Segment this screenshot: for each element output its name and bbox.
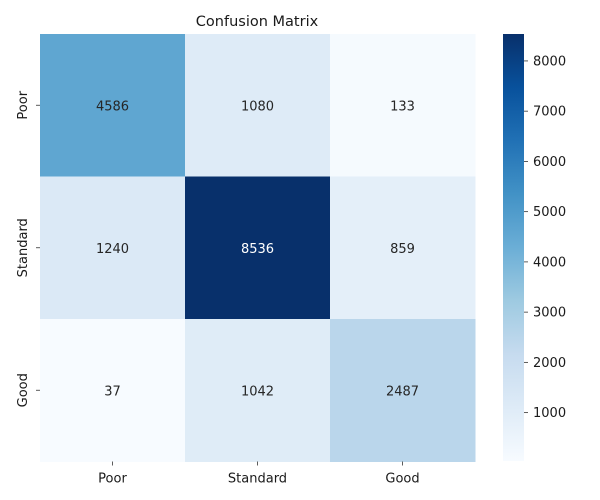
x-axis: Poor Standard Good xyxy=(98,461,420,487)
colorbar: 1000 2000 3000 4000 5000 6000 7000 8000 xyxy=(503,34,566,461)
y-tick-label: Poor xyxy=(16,90,31,119)
colorbar-tick-label: 7000 xyxy=(533,105,566,120)
cell-value-label: 1240 xyxy=(96,242,129,257)
cell-value-label: 4586 xyxy=(96,99,129,114)
heatmap-cell-labels: 4586 1080 133 1240 8536 859 37 1042 2487 xyxy=(96,99,419,399)
heatmap-cell-1-2 xyxy=(185,34,331,177)
x-tick-label: Poor xyxy=(98,472,127,487)
cell-value-label: 859 xyxy=(390,242,415,257)
colorbar-tick-label: 8000 xyxy=(533,54,566,69)
colorbar-tick-label: 4000 xyxy=(533,255,566,270)
heatmap-cell-1-3 xyxy=(330,34,476,177)
heatmap-cell-3-2 xyxy=(185,319,331,462)
y-axis: Poor Standard Good xyxy=(16,90,40,407)
colorbar-tick-label: 5000 xyxy=(533,205,566,220)
heatmap-cell-2-1 xyxy=(40,176,186,320)
chart-title: Confusion Matrix xyxy=(196,14,319,30)
heatmap-cell-2-3 xyxy=(330,176,476,320)
cell-value-label: 8536 xyxy=(241,242,274,257)
colorbar-tick-label: 3000 xyxy=(533,306,566,321)
colorbar-tick-label: 6000 xyxy=(533,155,566,170)
colorbar-tick-label: 2000 xyxy=(533,356,566,371)
heatmap-cell-2-2 xyxy=(185,176,331,320)
cell-value-label: 133 xyxy=(390,99,415,114)
y-tick-label: Standard xyxy=(16,218,31,277)
heatmap-cells xyxy=(40,34,476,462)
cell-value-label: 1042 xyxy=(241,384,274,399)
heatmap-cell-1-1 xyxy=(40,34,186,177)
heatmap-cell-3-1 xyxy=(40,319,186,462)
cell-value-label: 1080 xyxy=(241,99,274,114)
x-tick-label: Good xyxy=(385,472,419,487)
y-tick-label: Good xyxy=(16,373,31,407)
colorbar-gradient xyxy=(503,34,524,461)
cell-value-label: 37 xyxy=(104,384,121,399)
cell-value-label: 2487 xyxy=(386,384,419,399)
x-tick-label: Standard xyxy=(228,472,287,487)
heatmap-cell-3-3 xyxy=(330,319,476,462)
colorbar-tick-label: 1000 xyxy=(533,406,566,421)
